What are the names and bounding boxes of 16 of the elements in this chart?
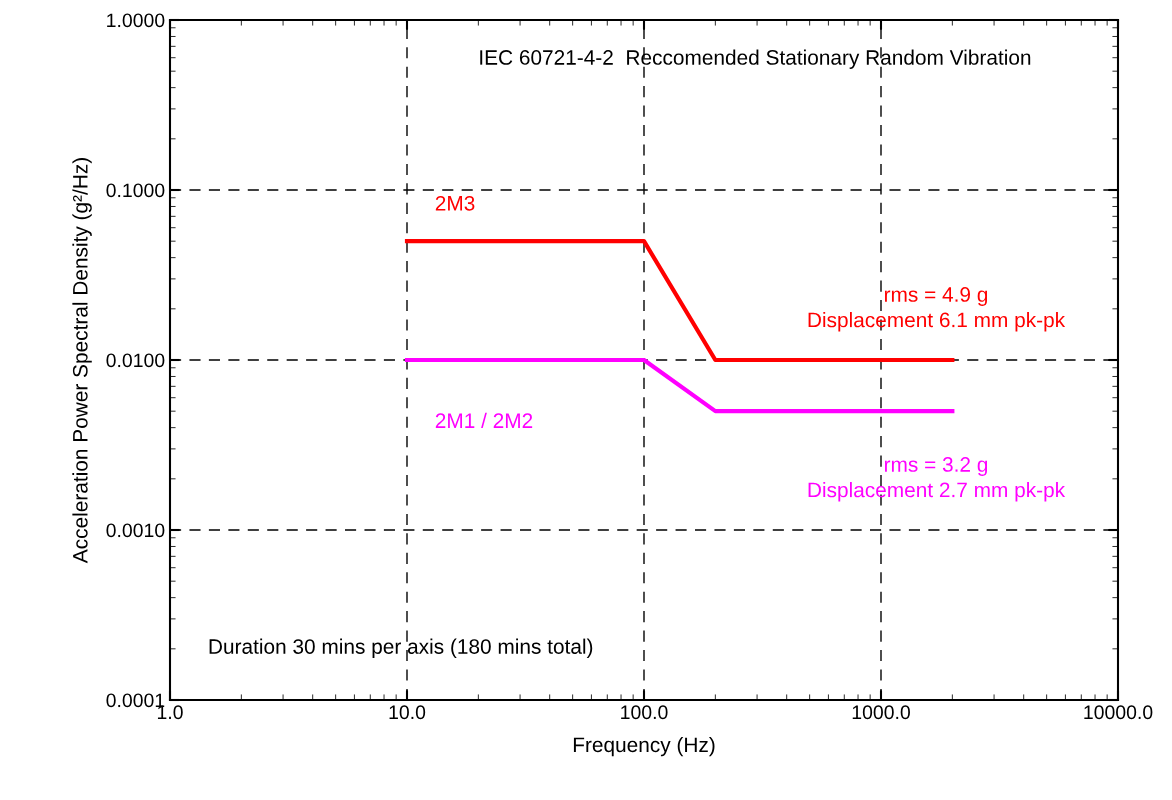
x-tick-label: 1000.0 xyxy=(852,705,910,720)
x-tick-label: 100.0 xyxy=(621,705,668,720)
text: IEC 60721-4-2 Reccomended Stationary Random Vibration xyxy=(480,49,1031,69)
annotation: rms = 4.9 g Displacement 6.1 mm pk-pk xyxy=(808,287,1066,332)
x-tick-label: 10000.0 xyxy=(1084,705,1153,720)
y-axis-title: Acceleration Power Spectral Density (g²/Hz) xyxy=(72,158,92,564)
annotation: Duration 30 mins per axis (180 mins total) xyxy=(209,638,593,659)
y-tick-label: 1.0000 xyxy=(107,13,165,28)
text: 2M1 / 2M2 xyxy=(435,412,533,429)
x-tick-label: 10.0 xyxy=(389,705,426,720)
annotation: rms = 3.2 g Displacement 2.7 mm pk-pk xyxy=(808,457,1066,502)
x-axis-title: Frequency (Hz) xyxy=(573,736,715,757)
y-tick-label: 0.0010 xyxy=(106,523,165,538)
y-tick-label: 0.0100 xyxy=(106,353,165,368)
series-label: 2M3 xyxy=(435,195,475,211)
y-tick-label: 0.1000 xyxy=(106,183,165,198)
